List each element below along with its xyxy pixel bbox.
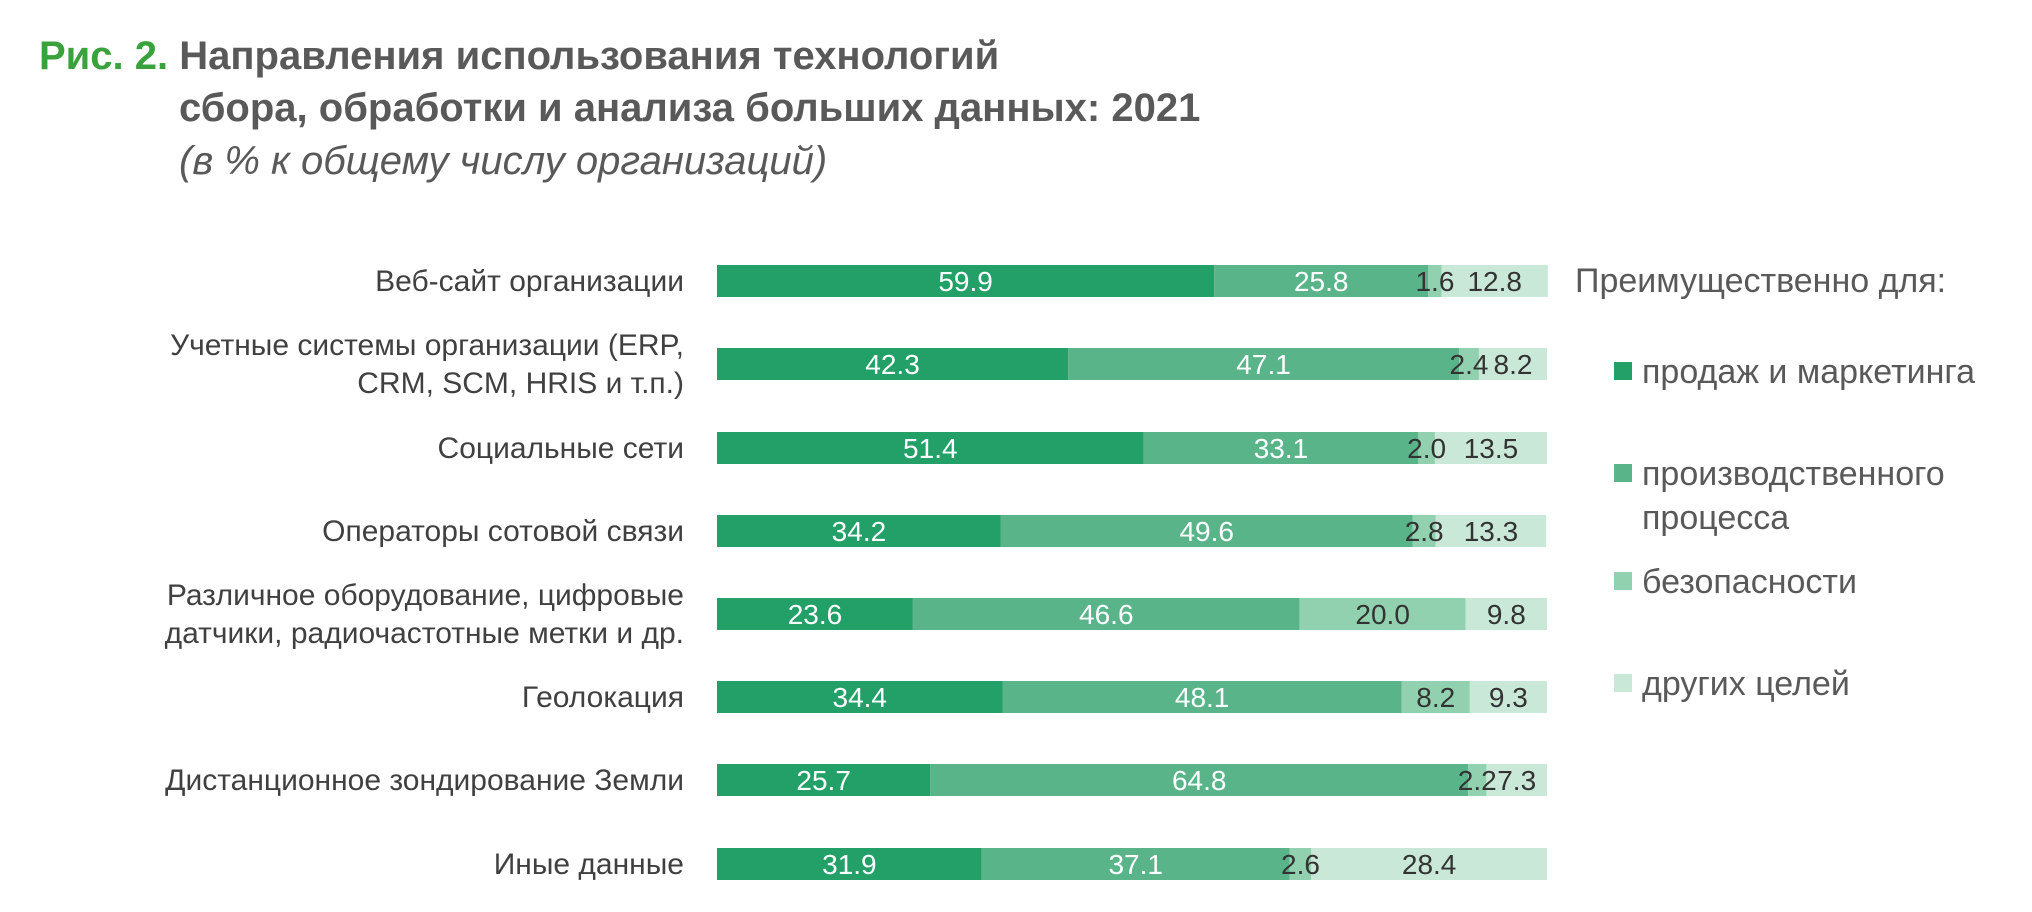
data-label: 51.4 bbox=[903, 433, 958, 464]
bar-segment bbox=[1143, 432, 1419, 464]
data-label: 2.4 bbox=[1450, 349, 1489, 380]
bar-segment bbox=[1289, 848, 1312, 880]
bar-segment bbox=[1418, 432, 1435, 464]
data-label: 33.1 bbox=[1254, 433, 1309, 464]
chart-subtitle: (в % к общему числу организаций) bbox=[179, 139, 828, 183]
data-label: 9.8 bbox=[1487, 599, 1526, 630]
bar-segment bbox=[717, 598, 913, 630]
data-label: 12.8 bbox=[1467, 266, 1522, 297]
legend-swatch bbox=[1614, 362, 1632, 380]
data-label: 25.8 bbox=[1294, 266, 1349, 297]
bar-segment bbox=[981, 848, 1290, 880]
bar-segment bbox=[912, 598, 1300, 630]
bar-segment bbox=[1468, 764, 1487, 796]
data-label: 2.0 bbox=[1407, 433, 1446, 464]
bar-segment bbox=[1469, 681, 1547, 713]
category-label: Иные данные bbox=[494, 848, 684, 881]
category-label: Операторы сотовой связи bbox=[322, 515, 684, 548]
bar-segment bbox=[717, 848, 982, 880]
data-label: 2.8 bbox=[1405, 516, 1444, 547]
bar-segment bbox=[717, 515, 1001, 547]
data-label: 49.6 bbox=[1179, 516, 1234, 547]
category-label: датчики, радиочастотные метки и др. bbox=[165, 617, 684, 650]
data-label: 42.3 bbox=[865, 349, 920, 380]
data-label: 13.5 bbox=[1464, 433, 1519, 464]
bar-segment bbox=[1428, 265, 1442, 297]
bar-segment bbox=[1412, 515, 1436, 547]
bar-segment bbox=[1441, 265, 1548, 297]
data-label: 34.4 bbox=[833, 682, 888, 713]
bar-segment bbox=[717, 265, 1215, 297]
legend-item: других целей bbox=[1614, 662, 2022, 706]
data-label: 48.1 bbox=[1175, 682, 1230, 713]
bar-segment bbox=[717, 432, 1144, 464]
bar-segment bbox=[717, 764, 931, 796]
bar-segment bbox=[1000, 515, 1413, 547]
legend-title: Преимущественно для: bbox=[1575, 262, 1947, 300]
bar-segment bbox=[1435, 515, 1547, 547]
legend-item: производственного процесса bbox=[1614, 452, 2022, 540]
category-label: Учетные системы организации (ERP, bbox=[170, 329, 684, 362]
legend-item: продаж и маркетинга bbox=[1614, 350, 2022, 394]
data-label: 2.6 bbox=[1281, 849, 1320, 880]
bar-segment bbox=[930, 764, 1469, 796]
data-label: 46.6 bbox=[1079, 599, 1134, 630]
data-label: 1.6 bbox=[1415, 266, 1454, 297]
data-label: 13.3 bbox=[1464, 516, 1519, 547]
data-label: 2.2 bbox=[1458, 765, 1497, 796]
bar-segment bbox=[1465, 598, 1547, 630]
data-label: 59.9 bbox=[938, 266, 993, 297]
data-label: 8.2 bbox=[1416, 682, 1455, 713]
bar-segment bbox=[1068, 348, 1460, 380]
chart-title-block: Рис. 2. Направления использования технол… bbox=[39, 30, 1200, 188]
legend-swatch bbox=[1614, 572, 1632, 590]
legend-swatch bbox=[1614, 674, 1632, 692]
data-label: 64.8 bbox=[1172, 765, 1227, 796]
legend-label: продаж и маркетинга bbox=[1642, 353, 1975, 391]
bar-segment bbox=[1311, 848, 1547, 880]
category-label: CRM, SCM, HRIS и т.п.) bbox=[357, 367, 684, 400]
bar-segment bbox=[1299, 598, 1466, 630]
category-label: Различное оборудование, цифровые bbox=[167, 579, 684, 612]
legend-label: производственного процесса bbox=[1642, 455, 1945, 537]
data-label: 34.2 bbox=[832, 516, 887, 547]
legend-label: безопасности bbox=[1642, 563, 1857, 601]
legend-label: других целей bbox=[1642, 665, 1850, 703]
data-label: 28.4 bbox=[1402, 849, 1457, 880]
data-label: 20.0 bbox=[1355, 599, 1410, 630]
data-label: 8.2 bbox=[1494, 349, 1533, 380]
chart-title-line2: сбора, обработки и анализа больших данны… bbox=[179, 86, 1201, 130]
data-label: 31.9 bbox=[822, 849, 877, 880]
data-label: 25.7 bbox=[796, 765, 851, 796]
bar-segment bbox=[1002, 681, 1402, 713]
bar-segment bbox=[1214, 265, 1429, 297]
bar-segment bbox=[1401, 681, 1470, 713]
bar-segment bbox=[717, 681, 1003, 713]
data-label: 37.1 bbox=[1108, 849, 1163, 880]
legend-swatch bbox=[1614, 464, 1632, 482]
legend-item: безопасности bbox=[1614, 560, 2022, 604]
data-label: 47.1 bbox=[1236, 349, 1291, 380]
data-label: 9.3 bbox=[1489, 682, 1528, 713]
category-label: Геолокация bbox=[522, 681, 684, 714]
legend: Преимущественно для: продаж и маркетинга… bbox=[1575, 262, 2025, 703]
bar-segment bbox=[717, 348, 1069, 380]
bar-segment bbox=[1478, 348, 1547, 380]
bar-segment bbox=[1434, 432, 1547, 464]
data-label: 23.6 bbox=[788, 599, 843, 630]
category-label: Дистанционное зондирование Земли bbox=[165, 764, 684, 797]
figure-label: Рис. 2. bbox=[39, 34, 169, 78]
bar-segment bbox=[1459, 348, 1479, 380]
category-label: Веб-сайт организации bbox=[375, 265, 684, 298]
bar-segment bbox=[1486, 764, 1547, 796]
data-label: 7.3 bbox=[1497, 765, 1536, 796]
chart-title-line1: Рис. 2. Направления использования технол… bbox=[39, 30, 1200, 82]
stacked-bar-chart: Веб-сайт организации 59.9 25.8 1.6 12.8 Учетн… bbox=[165, 265, 1548, 881]
category-label: Социальные сети bbox=[438, 432, 684, 465]
chart-title: Направления использования технологий bbox=[179, 34, 1000, 78]
